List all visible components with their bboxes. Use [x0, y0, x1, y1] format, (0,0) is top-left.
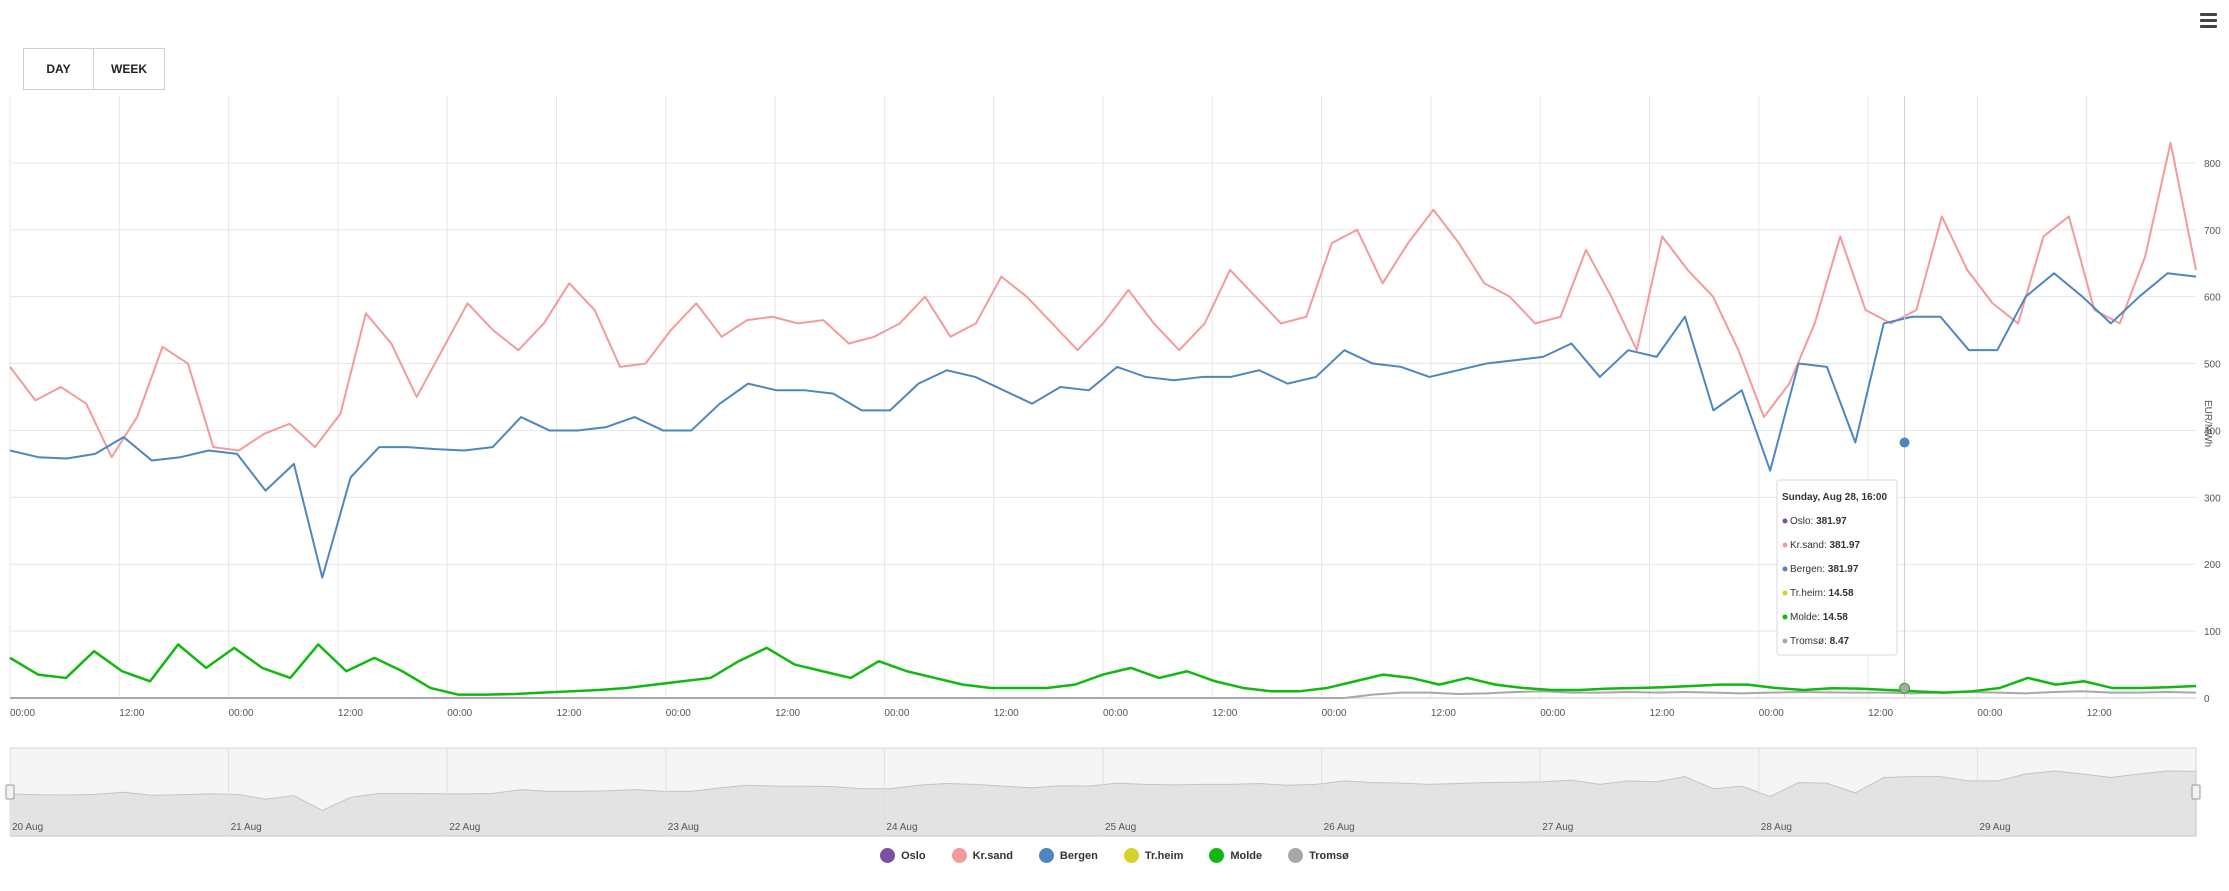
x-tick-label: 12:00 — [119, 708, 144, 719]
legend-label: Tromsø — [1309, 849, 1349, 862]
x-tick-label: 12:00 — [557, 708, 582, 719]
legend-dot — [880, 848, 896, 863]
x-tick-label: 00:00 — [666, 708, 691, 719]
legend-item-troms[interactable]: Tromsø — [1288, 848, 1349, 863]
tooltip-title: Sunday, Aug 28, 16:00 — [1782, 492, 1887, 503]
legend-label: Bergen — [1059, 849, 1098, 862]
x-tick-label: 00:00 — [1322, 708, 1347, 719]
x-tick-label: 12:00 — [1212, 708, 1237, 719]
navigator-label: 24 Aug — [886, 822, 917, 833]
series-line-molde — [9, 643, 2197, 696]
y-tick-label: 500 — [2204, 360, 2221, 371]
navigator-label: 21 Aug — [231, 822, 262, 833]
chart-legend: Oslo Kr.sand Bergen Tr.heim Molde Tromsø — [0, 848, 2229, 863]
legend-dot — [1123, 848, 1139, 863]
tooltip-row-3: Tr.heim: 14.58 — [1790, 588, 1854, 599]
y-tick-label: 400 — [2204, 426, 2221, 437]
tooltip: Sunday, Aug 28, 16:00 Oslo: 381.97 Kr.sand… — [1776, 479, 1898, 656]
x-tick-label: 00:00 — [1540, 708, 1565, 719]
hover-marker-molde — [1899, 682, 1911, 694]
tooltip-dot — [1782, 638, 1788, 644]
x-tick-label: 12:00 — [1431, 708, 1456, 719]
y-tick-label: 0 — [2204, 694, 2210, 705]
legend-dot — [1038, 848, 1054, 863]
x-tick-label: 12:00 — [1868, 708, 1893, 719]
x-tick-label: 12:00 — [994, 708, 1019, 719]
navigator-label: 25 Aug — [1105, 822, 1136, 833]
navigator-label: 29 Aug — [1979, 822, 2010, 833]
y-tick-label: 700 — [2204, 226, 2221, 237]
legend-dot — [951, 848, 967, 863]
range-selector: DAY WEEK — [23, 48, 165, 90]
y-tick-label: 100 — [2204, 627, 2221, 638]
x-tick-label: 00:00 — [884, 708, 909, 719]
x-tick-label: 00:00 — [1103, 708, 1128, 719]
week-range-button[interactable]: WEEK — [94, 48, 165, 90]
legend-label: Kr.sand — [972, 849, 1013, 862]
legend-label: Molde — [1230, 849, 1263, 862]
y-axis-title: EUR/MWh — [2202, 400, 2213, 447]
x-tick-label: 12:00 — [338, 708, 363, 719]
navigator-label: 20 Aug — [12, 822, 43, 833]
tooltip-row-0: Oslo: 381.97 — [1790, 516, 1847, 527]
navigator-label: 26 Aug — [1324, 822, 1355, 833]
x-tick-label: 12:00 — [775, 708, 800, 719]
tooltip-dot — [1782, 566, 1788, 572]
series-line-bergen — [9, 272, 2197, 579]
legend-label: Oslo — [901, 849, 926, 862]
navigator-left-handle[interactable] — [5, 784, 15, 800]
tooltip-dot — [1782, 614, 1788, 620]
tooltip-row-5: Tromsø: 8.47 — [1790, 636, 1850, 647]
y-tick-label: 800 — [2204, 159, 2221, 170]
tooltip-box — [1776, 479, 1898, 656]
tooltip-row-1: Kr.sand: 381.97 — [1790, 540, 1860, 551]
y-tick-label: 300 — [2204, 493, 2221, 504]
legend-item-molde[interactable]: Molde — [1209, 848, 1262, 863]
legend-item-oslo[interactable]: Oslo — [880, 848, 926, 863]
tooltip-dot — [1782, 542, 1788, 548]
legend-dot — [1209, 848, 1225, 863]
tooltip-row-2: Bergen: 381.97 — [1790, 564, 1859, 575]
navigator-label: 27 Aug — [1542, 822, 1573, 833]
legend-dot — [1288, 848, 1304, 863]
x-tick-label: 12:00 — [2087, 708, 2112, 719]
legend-label: Tr.heim — [1144, 849, 1184, 862]
x-tick-label: 00:00 — [10, 708, 35, 719]
y-tick-label: 200 — [2204, 560, 2221, 571]
tooltip-row-4: Molde: 14.58 — [1790, 612, 1848, 623]
x-tick-label: 00:00 — [229, 708, 254, 719]
navigator-right-handle[interactable] — [2191, 784, 2201, 800]
series-line-troms — [10, 690, 2197, 699]
navigator-label: 28 Aug — [1761, 822, 1792, 833]
series-line-krsand — [9, 141, 2197, 459]
x-tick-label: 12:00 — [1650, 708, 1675, 719]
day-range-button[interactable]: DAY — [23, 48, 94, 90]
tooltip-dot — [1782, 590, 1788, 596]
tooltip-dot — [1782, 518, 1788, 524]
legend-item-bergen[interactable]: Bergen — [1038, 848, 1098, 863]
legend-item-krsand[interactable]: Kr.sand — [951, 848, 1013, 863]
legend-item-trheim[interactable]: Tr.heim — [1123, 848, 1184, 863]
hamburger-menu-icon[interactable] — [2200, 13, 2217, 30]
x-tick-label: 00:00 — [1759, 708, 1784, 719]
navigator-label: 23 Aug — [668, 822, 699, 833]
navigator-label: 22 Aug — [449, 822, 480, 833]
hover-marker-bergen — [1899, 437, 1910, 448]
x-tick-label: 00:00 — [1977, 708, 2002, 719]
y-tick-label: 600 — [2204, 293, 2221, 304]
x-tick-label: 00:00 — [447, 708, 472, 719]
